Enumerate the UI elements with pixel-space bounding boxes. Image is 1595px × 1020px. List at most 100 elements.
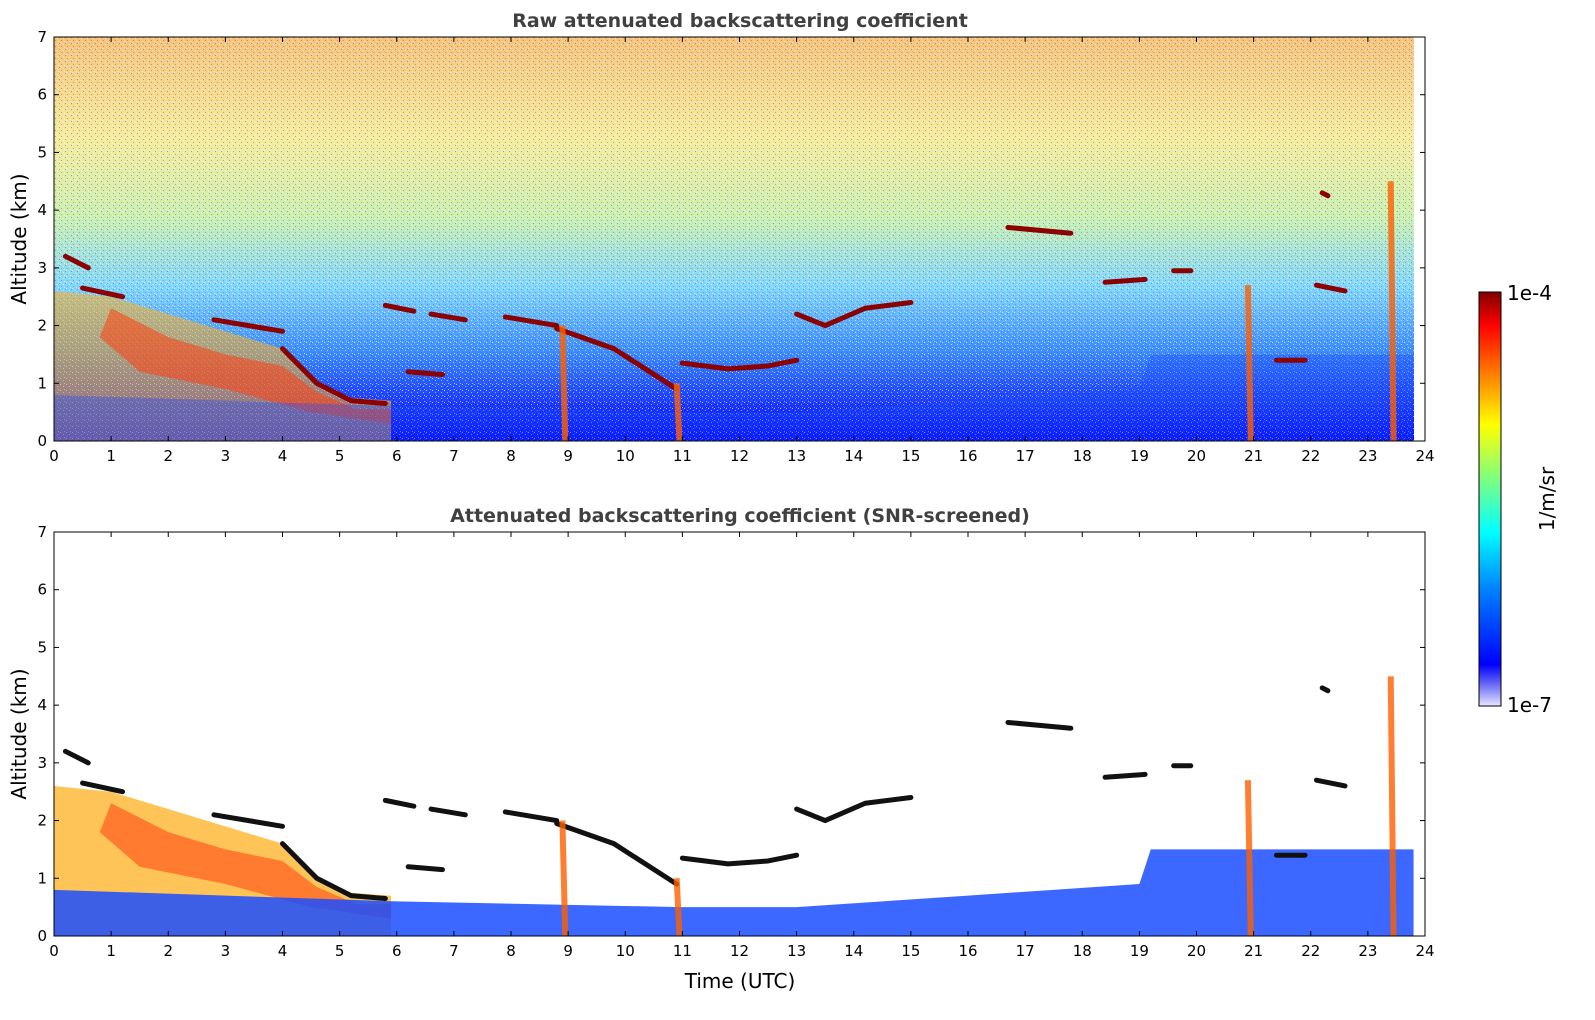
x-tick-label: 6 (392, 447, 402, 465)
x-tick-label: 9 (563, 942, 573, 960)
x-tick-label: 7 (449, 447, 459, 465)
cloud-layer (428, 806, 468, 818)
x-tick-label: 5 (335, 447, 345, 465)
boundary-layer-core (99, 803, 392, 919)
cloud-layer (405, 864, 445, 873)
cloud-layer (679, 357, 800, 372)
fall-streak (559, 325, 569, 441)
x-tick-label: 8 (506, 447, 516, 465)
x-tick-label: 3 (221, 447, 231, 465)
x-tick-label: 12 (730, 447, 749, 465)
x-tick-label: 20 (1187, 447, 1206, 465)
cloud-layer (1005, 224, 1074, 236)
x-tick-label: 14 (844, 447, 863, 465)
y-tick-label: 0 (37, 927, 47, 945)
x-tick-label: 17 (1016, 942, 1035, 960)
no-data-strip (1414, 37, 1425, 441)
fall-streak (1387, 181, 1397, 441)
x-tick-label: 0 (49, 447, 59, 465)
x-tick-label: 23 (1358, 447, 1377, 465)
colorbar-unit-label: 1/m/sr (1535, 466, 1559, 531)
x-tick-label: 24 (1415, 942, 1434, 960)
x-tick-label: 21 (1244, 447, 1263, 465)
cloud-layer (405, 369, 445, 378)
x-tick-label: 22 (1301, 447, 1320, 465)
colorbar: 1e-4 1e-7 1/m/sr (1478, 281, 1559, 717)
x-tick-label: 24 (1415, 447, 1434, 465)
colorbar-min-label: 1e-7 (1507, 693, 1552, 717)
panel-title: Raw attenuated backscattering coefficien… (512, 10, 968, 32)
x-tick-label: 16 (958, 447, 977, 465)
x-tick-label: 17 (1016, 447, 1035, 465)
y-tick-label: 5 (37, 143, 47, 161)
x-tick-label: 7 (449, 942, 459, 960)
y-tick-label: 7 (37, 28, 47, 46)
cloud-layer (382, 797, 417, 809)
cloud-layer (794, 794, 914, 824)
x-tick-label: 15 (901, 447, 920, 465)
snr-screened-panel: Attenuated backscattering coefficient (S… (7, 505, 1435, 993)
x-axis-ticks: 0 1 2 3 4 5 6 7 8 9 10 11 12 13 14 15 16 17 18 19 20 21 22 23 24 (49, 37, 1435, 465)
x-tick-label: 16 (958, 942, 977, 960)
y-tick-label: 6 (37, 581, 47, 599)
cloud-layer (80, 780, 126, 795)
cloud-layer (62, 253, 91, 271)
cloud-layer (1102, 771, 1148, 780)
x-tick-label: 1 (106, 447, 116, 465)
cloud-layer (428, 311, 468, 323)
cloud-layers (54, 181, 1414, 441)
cloud-layer (382, 302, 417, 314)
cloud-layer (1102, 276, 1148, 285)
x-tick-label: 18 (1073, 447, 1092, 465)
y-tick-label: 4 (37, 201, 47, 219)
y-tick-label: 3 (37, 259, 47, 277)
y-tick-label: 1 (37, 869, 47, 887)
x-axis-label: Time (UTC) (684, 969, 796, 993)
cloud-layer (1319, 685, 1331, 694)
x-tick-label: 5 (335, 942, 345, 960)
cloud-layer (280, 841, 388, 901)
y-tick-label: 7 (37, 523, 47, 541)
x-tick-label: 14 (844, 942, 863, 960)
y-tick-label: 0 (37, 432, 47, 450)
raw-backscatter-panel: Raw attenuated backscattering coefficien… (7, 10, 1435, 465)
low-level-signal (54, 354, 1414, 441)
x-tick-label: 19 (1130, 942, 1149, 960)
x-axis-ticks: 0 1 2 3 4 5 6 7 8 9 10 11 12 13 14 15 16 17 18 19 20 21 22 23 24 (49, 532, 1435, 960)
x-tick-label: 2 (163, 447, 173, 465)
panel-title: Attenuated backscattering coefficient (S… (450, 505, 1030, 527)
x-tick-label: 8 (506, 942, 516, 960)
cloud-layer (211, 317, 285, 334)
y-tick-label: 1 (37, 374, 47, 392)
x-tick-label: 18 (1073, 942, 1092, 960)
x-tick-label: 4 (278, 447, 288, 465)
y-tick-label: 5 (37, 638, 47, 656)
fall-streak (673, 878, 683, 936)
y-axis-label: Altitude (km) (7, 668, 31, 799)
y-tick-label: 2 (37, 812, 47, 830)
cloud-layer (211, 812, 285, 829)
x-tick-label: 20 (1187, 942, 1206, 960)
cloud-layer (280, 346, 388, 406)
cloud-layer (1005, 719, 1074, 731)
cloud-layer (62, 748, 91, 766)
x-tick-label: 4 (278, 942, 288, 960)
x-tick-label: 6 (392, 942, 402, 960)
x-tick-label: 9 (563, 447, 573, 465)
fall-streak (1244, 780, 1254, 936)
x-tick-label: 13 (787, 447, 806, 465)
x-tick-label: 21 (1244, 942, 1263, 960)
x-tick-label: 15 (901, 942, 920, 960)
x-tick-label: 3 (221, 942, 231, 960)
fall-streak (673, 383, 683, 441)
cloud-layer (554, 325, 680, 392)
x-tick-label: 12 (730, 942, 749, 960)
y-tick-label: 3 (37, 754, 47, 772)
cloud-layer (502, 809, 560, 824)
fall-streak (559, 820, 569, 936)
x-tick-label: 10 (616, 447, 635, 465)
cloud-layer (502, 314, 560, 329)
x-tick-label: 11 (673, 447, 692, 465)
fall-streak (1387, 676, 1397, 936)
y-axis-ticks: 0 1 2 3 4 5 6 7 (37, 28, 1425, 450)
